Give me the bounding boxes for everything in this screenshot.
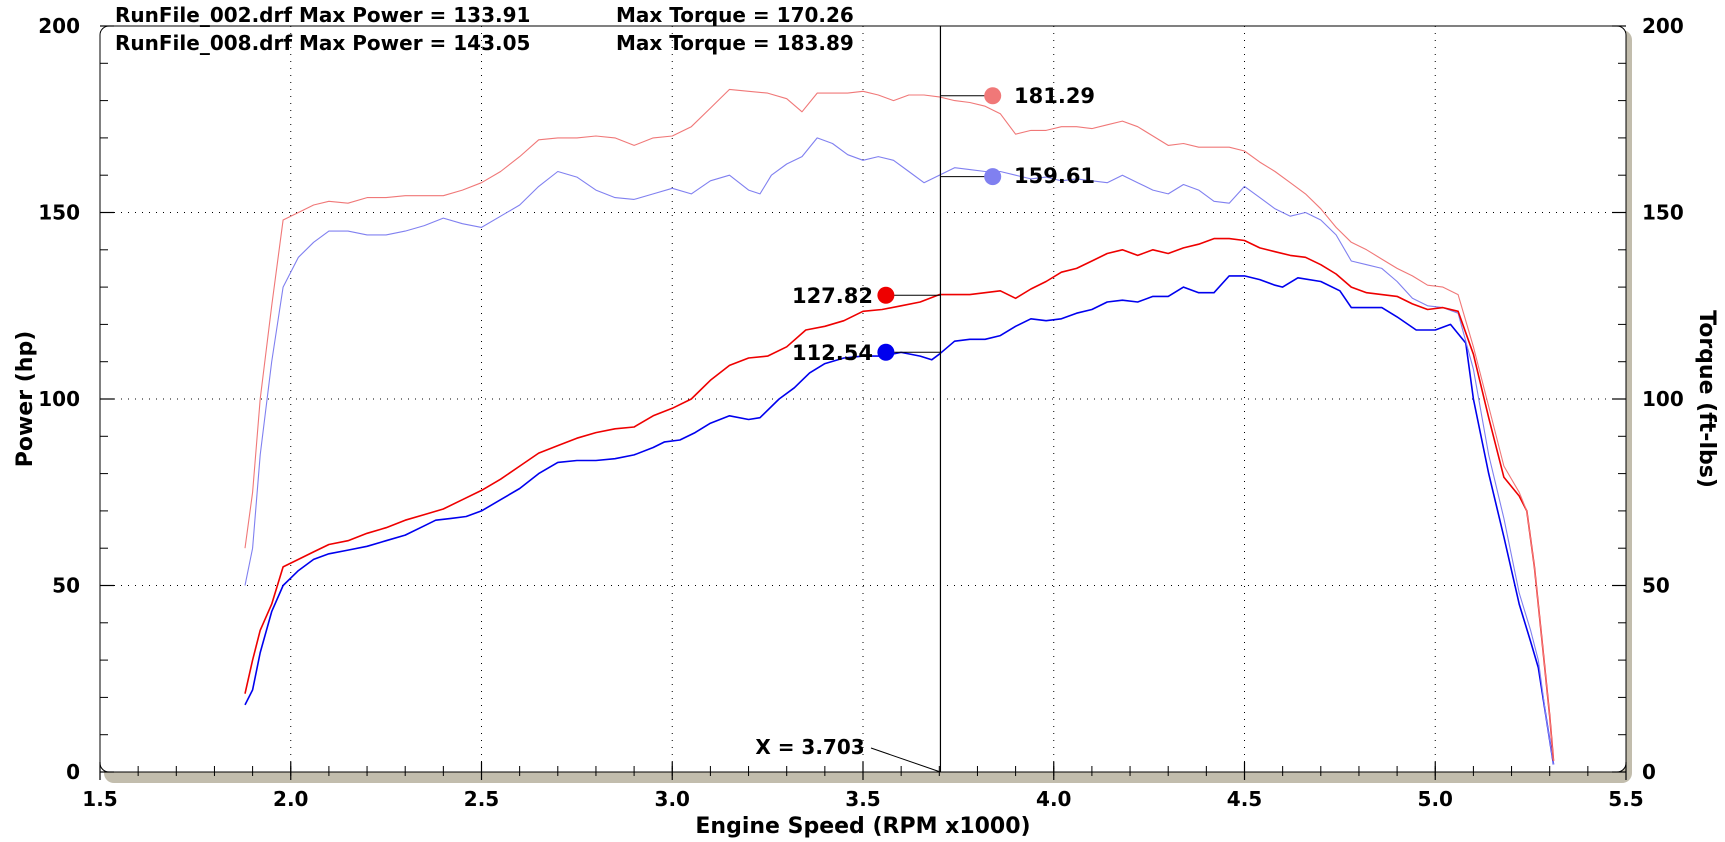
y2-tick-label: 100 [1642,387,1684,411]
y-tick-label: 150 [38,201,80,225]
run2-torque-marker-label: 181.29 [1014,84,1095,108]
run2-power-marker-label: 127.82 [792,284,873,308]
run1-max-torque-text: Max Torque = 170.26 [616,3,854,27]
cursor-label-leader [870,747,941,773]
cursor-layer [870,26,1002,773]
run2-max-torque-text: Max Torque = 183.89 [616,31,854,55]
y-tick-label: 200 [38,14,80,38]
marker-dot-run2-power [877,286,895,304]
series-line-run2-torque [244,88,1555,761]
x-tick-label: 5.5 [1608,787,1643,811]
tick-labels: 1.5 2.0 2.5 3.0 3.5 4.0 4.5 5.0 5.5 0 50 100 150 200 0… [38,14,1684,811]
series-line-run1-torque [244,137,1555,765]
x-tick-label: 1.5 [82,787,117,811]
x-tick-label: 4.0 [1036,787,1071,811]
y2-tick-label: 150 [1642,201,1684,225]
marker-dot-run1-power [877,343,895,361]
x-tick-label: 3.0 [655,787,690,811]
marker-dot-run2-torque [984,87,1002,105]
axis-ticks [99,25,1627,780]
y2-axis-title: Torque (ft-lbs) [1694,310,1719,488]
y2-tick-label: 0 [1642,760,1656,784]
run1-power-marker-label: 112.54 [792,341,873,365]
run1-torque-marker-label: 159.61 [1014,164,1095,188]
series-line-run1-power [244,275,1555,765]
y2-tick-label: 50 [1642,574,1670,598]
y-axis-title: Power (hp) [13,331,38,468]
x-tick-label: 2.5 [464,787,499,811]
x-tick-label: 2.0 [273,787,308,811]
marker-dot-run1-torque [984,168,1002,186]
run2-max-power-text: RunFile_008.drf Max Power = 143.05 [115,31,530,55]
x-axis-title: Engine Speed (RPM x1000) [695,814,1030,839]
cursor-x-readout: X = 3.703 [755,735,864,759]
series-layer [244,88,1555,765]
grid-lines [100,26,1626,772]
y-tick-label: 50 [52,574,80,598]
y-tick-label: 100 [38,387,80,411]
x-tick-label: 5.0 [1418,787,1453,811]
run1-max-power-text: RunFile_002.drf Max Power = 133.91 [115,3,530,27]
x-tick-label: 3.5 [845,787,880,811]
series-line-run2-power [244,237,1555,761]
x-tick-label: 4.5 [1227,787,1262,811]
y-tick-label: 0 [66,760,80,784]
y2-tick-label: 200 [1642,14,1684,38]
